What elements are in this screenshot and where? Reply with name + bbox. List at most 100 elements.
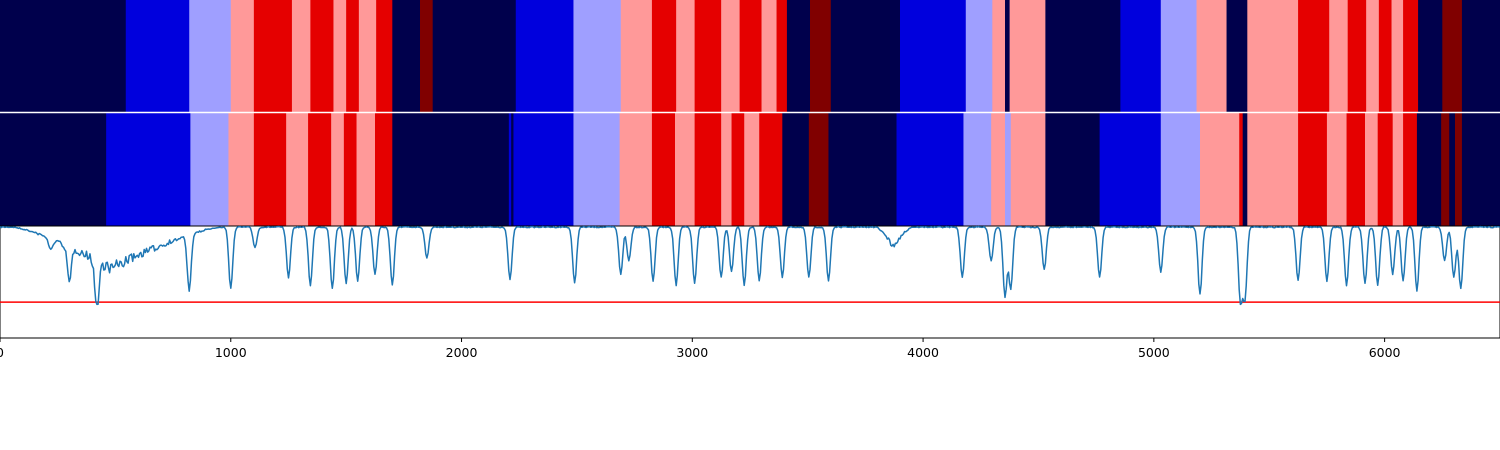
top-track-segment-3 — [230, 0, 255, 113]
bottom-track-segment-5 — [286, 113, 309, 226]
bottom-track-segment-32 — [1045, 113, 1101, 226]
top-track-segment-35 — [1196, 0, 1227, 113]
top-track-segment-14 — [515, 0, 574, 113]
bottom-track-segment-40 — [1326, 113, 1347, 226]
bottom-track-segment-27 — [896, 113, 964, 226]
segmentation-track-top — [0, 0, 1500, 113]
bottom-track-segment-4 — [253, 113, 287, 226]
bottom-track-segment-42 — [1365, 113, 1379, 226]
bottom-track-segment-44 — [1392, 113, 1404, 226]
bottom-track-segment-29 — [991, 113, 1006, 226]
top-track-segment-30 — [1005, 0, 1011, 113]
bottom-track-segment-6 — [308, 113, 332, 226]
top-track-segment-11 — [392, 0, 421, 113]
bottom-track-segment-13 — [511, 113, 514, 226]
bottom-track-segment-8 — [343, 113, 357, 226]
bottom-track-segment-26 — [828, 113, 897, 226]
signal-panel-frame — [0, 225, 1500, 339]
x-tick-label-0: 0 — [0, 345, 4, 360]
segmentation-track-bottom — [0, 113, 1500, 226]
top-track-segment-9 — [358, 0, 377, 113]
bottom-track-segment-39 — [1298, 113, 1328, 226]
top-track-segment-15 — [573, 0, 622, 113]
top-track-segment-29 — [992, 0, 1006, 113]
top-track-segment-4 — [253, 0, 293, 113]
bottom-track-segment-14 — [513, 113, 574, 226]
top-track-segment-28 — [965, 0, 993, 113]
top-track-segment-6 — [310, 0, 334, 113]
bottom-track-segment-41 — [1346, 113, 1366, 226]
bottom-track-segment-47 — [1441, 113, 1450, 226]
bottom-track-segment-3 — [228, 113, 255, 226]
bottom-track-segment-38 — [1247, 113, 1299, 226]
top-track-segment-8 — [346, 0, 360, 113]
bottom-track-segment-1 — [106, 113, 191, 226]
bottom-track-segment-34 — [1160, 113, 1201, 226]
bottom-track-segment-12 — [508, 113, 512, 226]
bottom-track-segment-31 — [1010, 113, 1046, 226]
bottom-track-segment-7 — [331, 113, 345, 226]
x-tick-label-3000: 3000 — [676, 345, 708, 360]
top-track-segment-45 — [1418, 0, 1443, 113]
top-track-segment-37 — [1247, 0, 1299, 113]
x-tick-label-5000: 5000 — [1138, 345, 1170, 360]
bottom-track-segment-46 — [1416, 113, 1442, 226]
bottom-track-segment-18 — [675, 113, 696, 226]
bottom-track-segment-16 — [619, 113, 653, 226]
bottom-track-segment-11 — [392, 113, 510, 226]
top-track-segment-23 — [776, 0, 788, 113]
top-track-segment-38 — [1298, 0, 1330, 113]
bottom-track-segment-43 — [1377, 113, 1394, 226]
top-track-segment-22 — [761, 0, 777, 113]
top-track-segment-41 — [1366, 0, 1380, 113]
top-track-segment-18 — [676, 0, 696, 113]
x-tick-label-1000: 1000 — [215, 345, 247, 360]
top-track-segment-0 — [0, 0, 127, 113]
top-track-segment-40 — [1347, 0, 1367, 113]
top-track-segment-26 — [830, 0, 901, 113]
bottom-track-segment-37 — [1242, 113, 1248, 226]
top-track-segment-25 — [810, 0, 832, 113]
bottom-track-segment-35 — [1200, 113, 1240, 226]
bottom-track-segment-30 — [1005, 113, 1012, 226]
top-track-segment-43 — [1391, 0, 1404, 113]
bottom-track-segment-10 — [375, 113, 393, 226]
top-track-segment-31 — [1009, 0, 1046, 113]
top-track-segment-1 — [125, 0, 190, 113]
bottom-track-segment-45 — [1403, 113, 1418, 226]
bottom-track-segment-15 — [573, 113, 621, 226]
bottom-track-segment-50 — [1461, 113, 1500, 226]
bottom-track-segment-17 — [651, 113, 676, 226]
bottom-track-segment-36 — [1239, 113, 1244, 226]
bottom-track-segment-48 — [1449, 113, 1456, 226]
top-track-segment-33 — [1120, 0, 1162, 113]
top-track-segment-19 — [694, 0, 722, 113]
top-track-segment-13 — [432, 0, 517, 113]
top-track-segment-42 — [1378, 0, 1392, 113]
top-track-segment-5 — [291, 0, 311, 113]
bottom-track-segment-22 — [744, 113, 760, 226]
bottom-track-segment-19 — [694, 113, 722, 226]
top-track-segment-47 — [1461, 0, 1500, 113]
top-track-segment-10 — [376, 0, 393, 113]
bottom-track-segment-28 — [963, 113, 992, 226]
bottom-track-segment-2 — [190, 113, 229, 226]
top-track-segment-39 — [1329, 0, 1349, 113]
bottom-track-segment-49 — [1455, 113, 1463, 226]
top-track-segment-21 — [739, 0, 762, 113]
top-track-segment-27 — [900, 0, 967, 113]
top-track-segment-7 — [333, 0, 347, 113]
top-track-segment-12 — [420, 0, 434, 113]
top-track-segment-24 — [786, 0, 811, 113]
top-track-segment-20 — [721, 0, 741, 113]
top-track-segment-16 — [620, 0, 653, 113]
bottom-track-segment-25 — [808, 113, 829, 226]
signal-line — [0, 225, 1500, 306]
top-track-segment-36 — [1226, 0, 1248, 113]
bottom-track-segment-21 — [731, 113, 745, 226]
top-track-segment-34 — [1160, 0, 1197, 113]
x-tick-label-4000: 4000 — [907, 345, 939, 360]
x-axis: 0 1000 2000 3000 4000 5000 6000 — [0, 338, 1401, 360]
bottom-track-segment-24 — [782, 113, 810, 226]
top-track-segment-46 — [1442, 0, 1463, 113]
